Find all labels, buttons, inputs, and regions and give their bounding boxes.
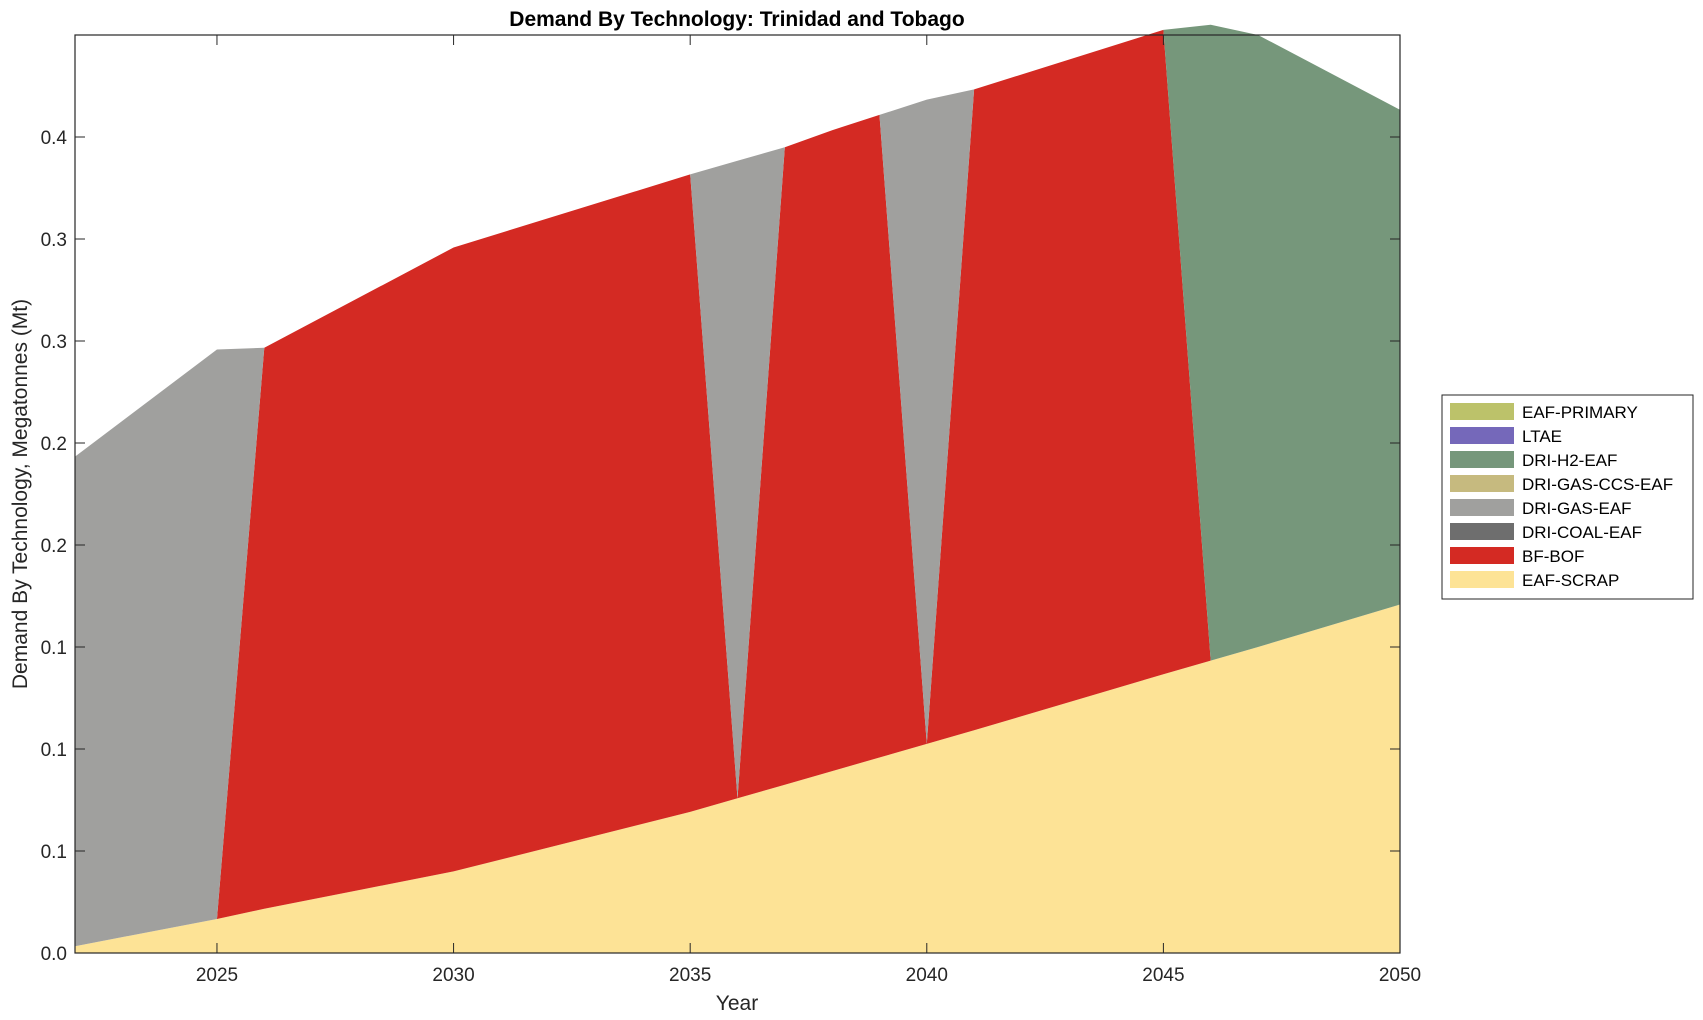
y-tick-label: 0.1 bbox=[41, 740, 67, 761]
y-tick-label: 0.2 bbox=[41, 536, 67, 557]
y-tick-label: 0.3 bbox=[41, 332, 67, 353]
x-tick-label: 2030 bbox=[432, 965, 474, 986]
y-tick-label: 0.0 bbox=[41, 944, 67, 965]
area-dri-h2-eaf bbox=[75, 24, 1400, 661]
legend: EAF-PRIMARY LTAE DRI-H2-EAF DRI-GAS-CCS-EAF… bbox=[1441, 394, 1694, 600]
legend-swatch-bf-bof bbox=[1450, 547, 1514, 564]
legend-label-eaf-primary: EAF-PRIMARY bbox=[1522, 403, 1638, 422]
y-tick-label: 0.1 bbox=[41, 638, 67, 659]
legend-label-dri-coal-eaf: DRI-COAL-EAF bbox=[1522, 523, 1642, 542]
x-tick-label: 2035 bbox=[669, 965, 711, 986]
legend-swatch-dri-gas-ccs-eaf bbox=[1450, 475, 1514, 492]
legend-label-eaf-scrap: EAF-SCRAP bbox=[1522, 571, 1619, 590]
legend-label-dri-h2-eaf: DRI-H2-EAF bbox=[1522, 451, 1617, 470]
chart-title: Demand By Technology: Trinidad and Tobag… bbox=[509, 8, 964, 31]
plot-frame bbox=[74, 34, 1401, 954]
legend-label-bf-bof: BF-BOF bbox=[1522, 547, 1584, 566]
axis-ticks: 2025 2030 2035 2040 2045 2050 0.0 0.1 0.1 0.1 0.2 0… bbox=[41, 35, 1421, 986]
y-tick-label: 0.4 bbox=[41, 128, 68, 149]
legend-swatch-dri-gas-eaf bbox=[1450, 499, 1514, 516]
x-axis-label: Year bbox=[716, 992, 758, 1015]
x-tick-label: 2050 bbox=[1379, 965, 1421, 986]
legend-box bbox=[1441, 394, 1694, 600]
legend-swatch-eaf-scrap bbox=[1450, 571, 1514, 588]
area-eaf-scrap bbox=[75, 604, 1400, 953]
legend-label-dri-gas-ccs-eaf: DRI-GAS-CCS-EAF bbox=[1522, 475, 1673, 494]
x-tick-label: 2040 bbox=[906, 965, 948, 986]
legend-swatch-ltae bbox=[1450, 427, 1514, 444]
legend-swatch-eaf-primary bbox=[1450, 403, 1514, 420]
y-tick-label: 0.2 bbox=[41, 434, 67, 455]
y-axis-label: Demand By Technology, Megatonnes (Mt) bbox=[9, 299, 32, 689]
x-tick-label: 2045 bbox=[1142, 965, 1184, 986]
x-tick-label: 2025 bbox=[196, 965, 238, 986]
y-tick-label: 0.1 bbox=[41, 842, 67, 863]
area-dri-gas-eaf bbox=[75, 29, 1400, 947]
area-bf-bof bbox=[75, 29, 1400, 947]
y-tick-label: 0.3 bbox=[41, 230, 67, 251]
legend-swatch-dri-coal-eaf bbox=[1450, 523, 1514, 540]
legend-swatch-dri-h2-eaf bbox=[1450, 451, 1514, 468]
stacked-areas bbox=[75, 24, 1400, 953]
legend-label-dri-gas-eaf: DRI-GAS-EAF bbox=[1522, 499, 1632, 518]
legend-label-ltae: LTAE bbox=[1522, 427, 1562, 446]
